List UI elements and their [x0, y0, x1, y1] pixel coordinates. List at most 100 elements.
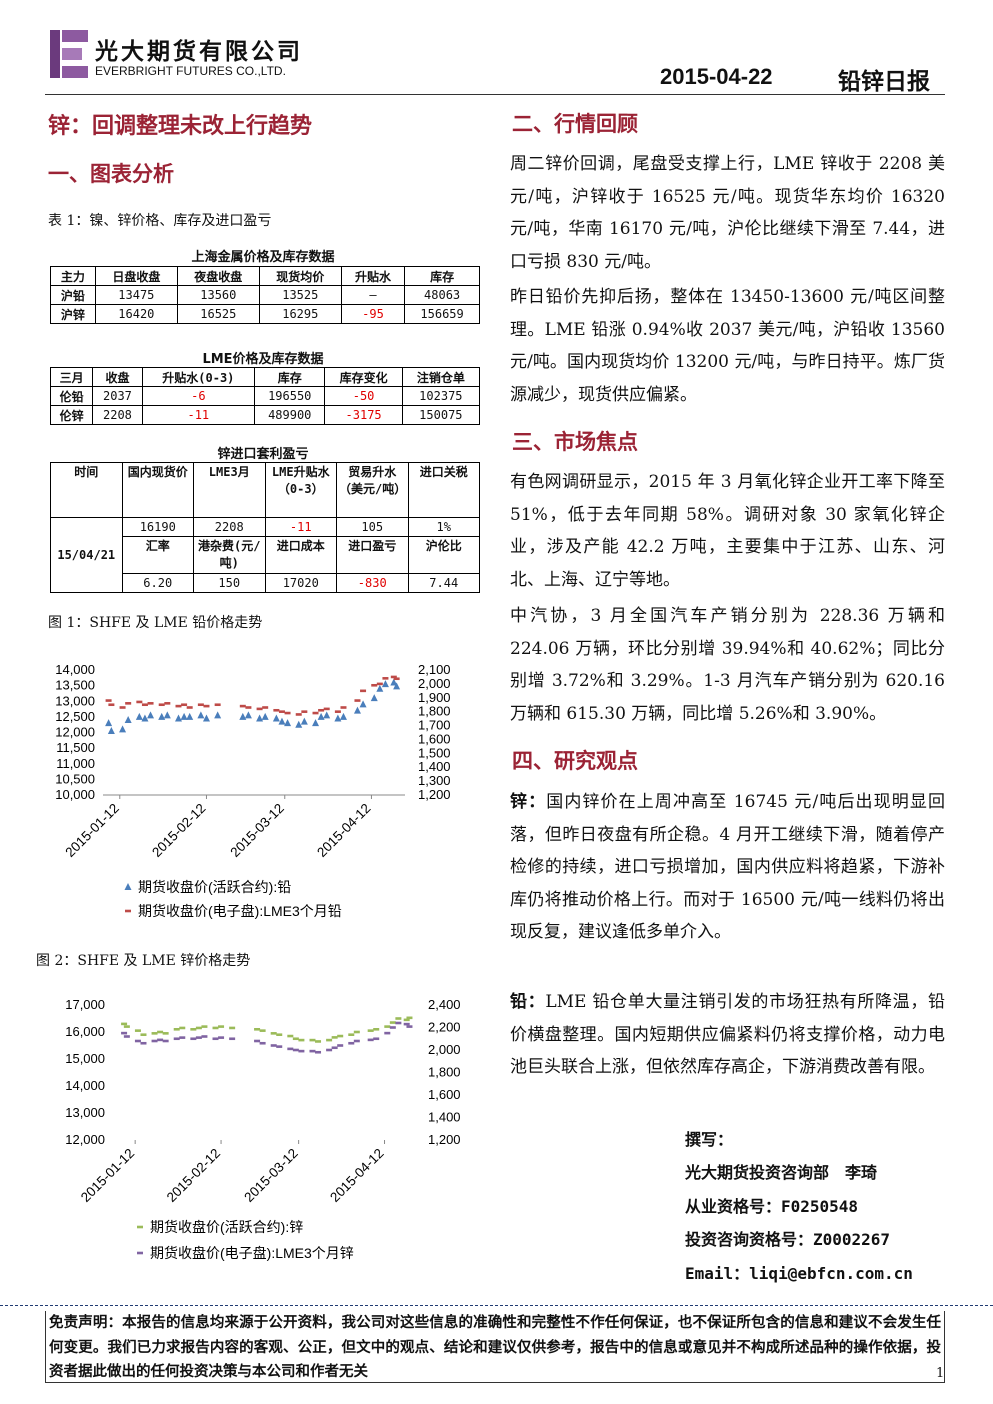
table-cell: 16190 [121, 517, 194, 537]
chart-caption: 图 1：SHFE 及 LME 铅价格走势 [48, 615, 263, 631]
data-point [337, 1034, 344, 1038]
table-row: 15/04/21 16190 2208 -11 105 1% [50, 517, 480, 593]
legend-label: 期货收盘价(电子盘):LME3个月铅 [138, 903, 342, 919]
table-cell: 库存 [254, 367, 326, 387]
arbitrage-table: 时间 国内现货价 LME3月 LME升贴水（0-3） 贸易升水（美元/吨） 进口关税 15/… [50, 462, 480, 593]
data-point [179, 1036, 186, 1039]
table-cell: 港杂费(元/吨) [193, 536, 266, 574]
data-point [136, 700, 143, 704]
data-point [353, 1030, 360, 1034]
data-point [300, 717, 308, 725]
data-point [353, 706, 361, 714]
author-line: 投资咨询资格号：Z0002267 [685, 1230, 891, 1249]
data-point [186, 712, 194, 720]
table-cell: 13475 [94, 285, 178, 305]
data-point [339, 712, 347, 720]
report-date: 2015-04-22 [660, 64, 773, 89]
data-point [337, 1044, 344, 1047]
y-tick-label: 16,000 [65, 1024, 105, 1039]
data-point [195, 1026, 202, 1030]
logo [50, 30, 88, 78]
data-point [158, 703, 165, 707]
author-line: 从业资格号：F0250548 [685, 1197, 859, 1216]
data-point [157, 1030, 164, 1034]
data-point [276, 1045, 283, 1048]
data-point [147, 702, 154, 705]
table-cell: -11 [141, 405, 256, 425]
paragraph: 有色网调研显示，2015 年 3 月氧化锌企业开工率下降至 51%，低于去年同期… [510, 472, 945, 590]
data-point [390, 675, 397, 679]
data-point [315, 1040, 322, 1043]
y-tick-label: 13,000 [65, 1105, 105, 1120]
table-cell: 进口盈亏 [336, 536, 409, 574]
y2-tick-label: 2,200 [428, 1020, 461, 1035]
y-tick-label: 14,000 [65, 1078, 105, 1093]
data-point [354, 699, 361, 702]
table-title: 上海金属价格及库存数据 [191, 250, 335, 265]
table-cell: 489900 [254, 405, 326, 425]
y-tick-label: 10,000 [55, 787, 95, 802]
data-point [273, 708, 280, 712]
data-point [162, 1032, 169, 1035]
data-point [272, 714, 280, 722]
data-point [276, 1033, 283, 1036]
data-point [105, 699, 112, 702]
table-title: LME价格及库存数据 [202, 352, 324, 367]
disclaimer: 免责声明：本报告的信息均来源于公开资料，我公司对这些信息的准确性和完整性不作任何… [45, 1311, 945, 1383]
y2-tick-label: 1,200 [418, 787, 451, 802]
table-cell: 升贴水 [340, 266, 406, 286]
data-point [348, 1033, 355, 1036]
data-point [395, 1017, 402, 1020]
data-point [384, 1025, 391, 1028]
table-cell: 105 [336, 517, 409, 537]
data-point [262, 706, 269, 709]
data-point [389, 1026, 396, 1029]
table-cell: 7.44 [407, 573, 480, 593]
y2-tick-label: 1,400 [418, 759, 451, 774]
section-heading: 四、研究观点 [512, 748, 638, 773]
y2-tick-label: 2,400 [428, 997, 461, 1012]
data-point [124, 716, 132, 723]
header-rule [45, 94, 945, 95]
data-point [353, 1039, 360, 1043]
data-point [270, 1032, 277, 1035]
table-cell: — [340, 285, 406, 305]
data-point [298, 1049, 305, 1053]
data-point [287, 1047, 294, 1051]
data-point [359, 700, 367, 708]
y2-tick-label: 1,900 [418, 690, 451, 705]
x-tick-label: 2015-02-12 [164, 1146, 223, 1205]
x-tick-label: 2015-03-12 [227, 801, 286, 860]
table-cell: -6 [141, 386, 256, 406]
table-title: 锌进口套利盈亏 [217, 447, 309, 462]
table-caption: 表 1：镍、锌价格、库存及进口盈亏 [48, 213, 272, 229]
table-header-row: 三月 收盘 升贴水(0-3) 库存 库存变化 注销仓单 [49, 367, 481, 387]
data-point [190, 1037, 197, 1041]
data-point [371, 683, 378, 687]
paragraph: 周二锌价回调，尾盘受支撑上行，LME 锌收于 2208 美元/吨，沪锌收于 16… [510, 154, 945, 272]
table-cell: 沪锌 [50, 304, 96, 324]
legend-marker [124, 883, 132, 890]
chart: 10,00010,50011,00011,50012,00012,50013,0… [55, 662, 451, 919]
paragraph: 锌：国内锌价在上周冲高至 16745 元/吨后出现明显回落，但昨日夜盘有所企稳。… [510, 786, 945, 949]
table-cell: 沪铅 [50, 285, 96, 305]
data-point [105, 719, 113, 727]
data-point [376, 684, 384, 692]
data-point [298, 1038, 305, 1042]
label: 铅： [510, 992, 546, 1012]
y2-tick-label: 1,200 [428, 1132, 461, 1147]
data-point [323, 707, 330, 711]
data-point [179, 1026, 186, 1030]
data-point [197, 703, 204, 707]
table-cell: 150 [193, 573, 266, 593]
paragraph: 铅：LME 铅仓单大量注销引发的市场狂热有所降温，铅价横盘整理。国内短期供应偏紧… [510, 986, 945, 1084]
label: 锌： [510, 792, 547, 812]
table-cell: 6.20 [121, 573, 194, 593]
table-cell: 库存 [404, 266, 480, 286]
section-heading: 二、行情回顾 [512, 111, 638, 136]
table-cell: 48063 [404, 285, 480, 305]
data-point [254, 1028, 261, 1031]
table-cell: 进口成本 [264, 536, 337, 574]
data-point [134, 1029, 141, 1032]
data-point [340, 706, 347, 709]
